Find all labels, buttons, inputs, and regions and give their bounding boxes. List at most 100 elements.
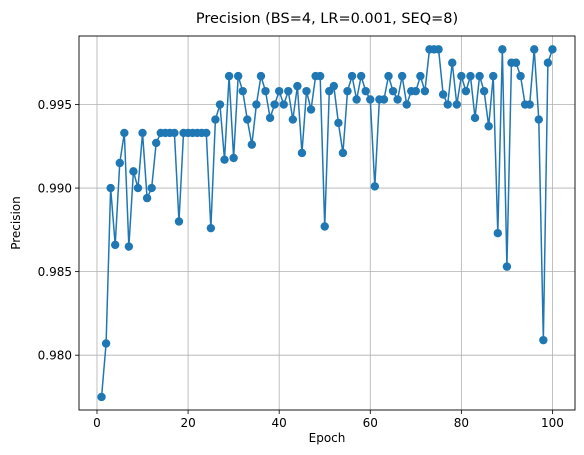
data-point: [129, 167, 138, 176]
data-point: [147, 183, 156, 193]
series-line: [100, 48, 554, 398]
data-point: [434, 45, 443, 54]
data-point: [516, 71, 525, 81]
data-point: [352, 95, 361, 104]
data-point: [229, 153, 238, 163]
data-point: [315, 71, 325, 81]
x-tick-label: 60: [363, 416, 378, 430]
data-point: [142, 193, 152, 203]
data-point: [174, 217, 184, 226]
data-point: [475, 71, 484, 81]
data-point: [343, 86, 352, 96]
data-point: [416, 71, 425, 81]
data-point: [329, 81, 339, 91]
data-point: [115, 158, 124, 168]
data-point: [265, 113, 275, 123]
data-point: [525, 100, 534, 109]
data-point: [338, 148, 348, 158]
x-tick-label: 20: [180, 416, 195, 430]
data-point: [388, 86, 398, 96]
data-point: [457, 71, 466, 81]
data-point: [224, 71, 234, 81]
y-tick-label: 0.995: [38, 98, 72, 112]
data-point: [484, 122, 493, 131]
data-point: [530, 45, 539, 54]
data-point: [548, 45, 557, 54]
data-point: [306, 105, 316, 114]
data-point: [438, 90, 448, 99]
data-point: [302, 86, 311, 96]
data-point: [384, 71, 393, 81]
data-point: [420, 86, 430, 96]
data-point: [334, 118, 343, 128]
data-point: [170, 128, 179, 138]
data-point: [202, 128, 211, 138]
data-point: [124, 242, 134, 251]
axis-ticks: 0 20 40 60 80 100 0.980 0.985 0.990 0.995: [38, 98, 564, 430]
x-tick-label: 100: [541, 416, 564, 430]
data-point: [361, 86, 370, 96]
data-point: [443, 100, 452, 109]
series-group: [97, 45, 557, 402]
data-point: [411, 86, 421, 96]
y-axis-label: Precision: [9, 196, 23, 250]
data-point: [206, 223, 216, 233]
data-point: [393, 95, 402, 104]
data-point: [370, 182, 380, 191]
data-point: [138, 128, 147, 138]
data-point: [97, 392, 106, 402]
data-point: [402, 100, 411, 109]
data-point: [479, 86, 489, 96]
data-point: [466, 71, 475, 81]
data-point: [243, 115, 252, 124]
data-point: [247, 140, 257, 149]
x-tick-label: 40: [272, 416, 287, 430]
grid-lines: [79, 36, 575, 410]
data-point: [133, 183, 143, 193]
data-point: [511, 58, 521, 67]
y-tick-label: 0.980: [38, 348, 72, 362]
data-point: [120, 128, 129, 138]
plot-frame: [78, 35, 576, 411]
data-point: [498, 45, 507, 54]
data-point: [539, 335, 548, 345]
data-point: [452, 100, 462, 109]
data-point: [397, 71, 407, 81]
data-point: [534, 115, 543, 124]
data-point: [233, 71, 243, 81]
data-point: [356, 71, 366, 81]
y-tick-label: 0.985: [38, 265, 72, 279]
data-point: [220, 155, 229, 164]
data-point: [489, 71, 498, 81]
data-point: [270, 100, 279, 109]
data-point: [288, 115, 298, 124]
data-point: [252, 100, 261, 109]
data-point: [379, 95, 389, 104]
data-point: [111, 240, 120, 250]
data-point: [448, 58, 457, 67]
data-point: [279, 100, 288, 109]
data-point: [101, 339, 111, 348]
data-point: [106, 183, 115, 193]
data-point: [238, 86, 247, 96]
y-tick-label: 0.990: [38, 181, 72, 195]
data-point: [274, 86, 284, 96]
data-point: [502, 262, 512, 271]
data-point: [211, 115, 220, 124]
data-point: [366, 95, 375, 104]
data-point: [297, 148, 307, 158]
data-point: [256, 71, 266, 81]
data-point: [347, 71, 357, 81]
data-point: [261, 86, 270, 96]
x-tick-label: 80: [454, 416, 469, 430]
x-tick-label: 0: [93, 416, 101, 430]
data-point: [152, 138, 161, 148]
data-point: [284, 86, 293, 96]
data-point: [493, 228, 502, 238]
data-point: [320, 222, 329, 231]
data-point: [543, 58, 553, 67]
data-point: [461, 86, 471, 96]
data-point: [215, 100, 225, 109]
